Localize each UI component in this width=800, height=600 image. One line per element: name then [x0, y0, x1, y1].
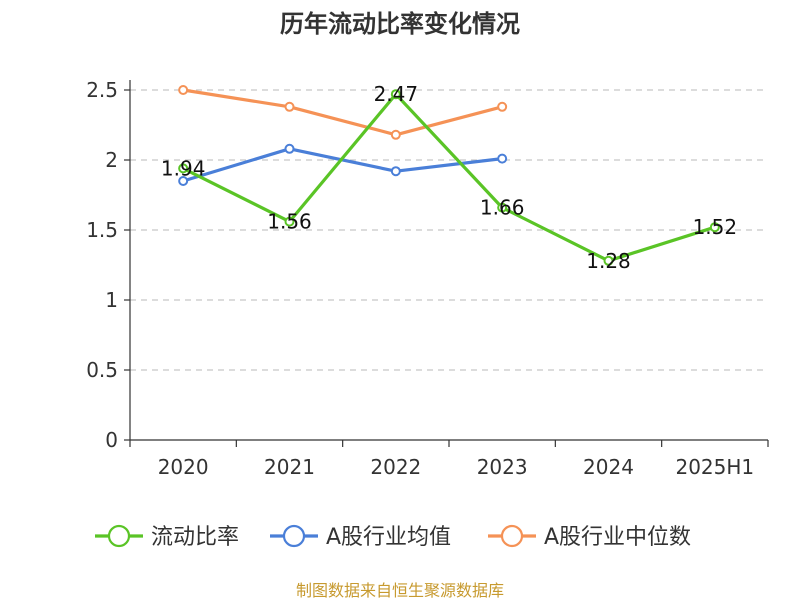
- data-label: 2.47: [374, 82, 419, 106]
- series-line: [182, 88, 503, 137]
- series-line: [182, 92, 716, 263]
- x-tick-label: 2025H1: [675, 455, 754, 479]
- legend-label: A股行业中位数: [544, 525, 691, 550]
- y-tick-label: 0: [105, 428, 118, 452]
- y-tick-label: 0.5: [86, 358, 118, 382]
- series-layer: [178, 85, 720, 266]
- y-tick-label: 1.5: [86, 218, 118, 242]
- legend-label: 流动比率: [151, 525, 239, 550]
- x-tick-label: 2020: [158, 455, 209, 479]
- data-point: [178, 163, 189, 174]
- data-point: [497, 101, 508, 112]
- data-point: [178, 176, 189, 186]
- x-tick-label: 2021: [264, 455, 315, 479]
- data-labels: 1.94 1.56 2.47 1.66 1.28 1.52: [161, 82, 737, 273]
- x-tick-label: 2022: [370, 455, 421, 479]
- data-point: [284, 143, 295, 154]
- legend-label: A股行业均值: [326, 525, 451, 550]
- data-point: [178, 85, 189, 95]
- data-point: [497, 202, 508, 213]
- data-point: [284, 216, 295, 227]
- legend-marker: [500, 524, 524, 548]
- y-tick-label: 2.5: [86, 78, 118, 102]
- y-tick-label: 1: [105, 288, 118, 312]
- data-point: [603, 255, 614, 266]
- data-label: 1.94: [161, 156, 206, 180]
- legend-marker: [107, 524, 131, 548]
- data-point: [497, 153, 508, 164]
- source-note: 制图数据来自恒生聚源数据库: [296, 581, 504, 600]
- x-tick-label: 2024: [583, 455, 634, 479]
- x-tick-label: 2023: [477, 455, 528, 479]
- gridlines: [130, 89, 768, 371]
- legend: 流动比率 A股行业均值 A股行业中位数: [95, 524, 691, 550]
- series-line: [182, 147, 503, 183]
- data-label: 1.66: [480, 196, 525, 220]
- data-point: [284, 101, 295, 112]
- data-point: [390, 89, 401, 100]
- data-point: [390, 129, 401, 140]
- data-point: [709, 222, 720, 233]
- data-label: 1.28: [586, 249, 631, 273]
- legend-marker: [282, 524, 306, 548]
- data-point: [390, 166, 401, 177]
- y-tick-label: 2: [105, 148, 118, 172]
- chart-title: 历年流动比率变化情况: [280, 10, 520, 38]
- data-label: 1.52: [693, 215, 738, 239]
- data-label: 1.56: [267, 210, 312, 234]
